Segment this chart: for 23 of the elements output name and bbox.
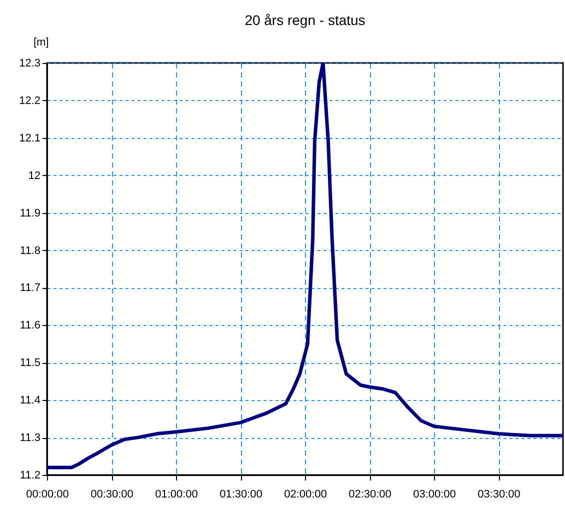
y-tick-label: 11.7 [20, 282, 40, 294]
y-tick-label: 12 [28, 170, 40, 182]
y-tick-label: 11.2 [20, 470, 40, 482]
y-tick-label: 11.5 [20, 357, 40, 370]
y-tick-label: 11.6 [20, 320, 40, 332]
x-tick-label: 01:00:00 [155, 488, 198, 500]
y-tick-label: 11.3 [20, 432, 40, 444]
x-tick-label: 00:00:00 [26, 488, 69, 500]
y-tick-label: 11.4 [20, 394, 40, 407]
y-tick-label: 12.3 [19, 58, 40, 70]
y-tick-label: 11.9 [20, 207, 40, 220]
x-tick-label: 01:30:00 [220, 488, 262, 500]
x-tick-label: 02:00:00 [284, 488, 327, 500]
x-tick-label: 03:30:00 [478, 488, 520, 500]
y-axis-title: [m] [34, 36, 49, 48]
line-series [47, 63, 563, 470]
y-tick-label: 12.1 [19, 132, 40, 144]
x-tick-label: 03:00:00 [413, 488, 456, 500]
x-tick-label: 02:30:00 [348, 488, 392, 500]
y-tick-label: 12.2 [19, 94, 40, 107]
y-tick-label: 11.8 [20, 244, 40, 257]
chart-title: 20 års regn - status [244, 12, 366, 28]
x-tick-label: 00:30:00 [90, 488, 134, 500]
